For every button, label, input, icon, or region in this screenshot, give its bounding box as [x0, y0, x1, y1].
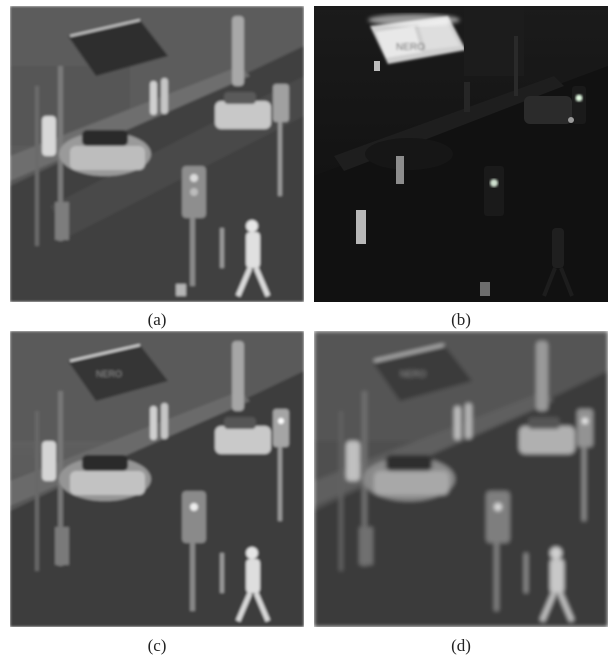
svg-text:NERO: NERO — [400, 369, 426, 379]
panel-b-image: NERO — [314, 6, 608, 302]
caption-d: (d) — [451, 636, 471, 655]
caption-b: (b) — [451, 310, 471, 329]
panel-c-image: NERO — [10, 331, 304, 627]
fused-scene-c: NERO — [10, 331, 304, 627]
svg-text:NERO: NERO — [396, 42, 425, 53]
visible-scene: NERO — [314, 6, 608, 302]
thermal-scene — [10, 6, 304, 302]
caption-c: (c) — [147, 636, 167, 655]
fused-scene-d: NERO — [314, 331, 608, 627]
panel-a-image — [10, 6, 304, 302]
svg-text:NERO: NERO — [96, 369, 122, 379]
panel-d-image: NERO — [314, 331, 608, 627]
caption-a: (a) — [147, 310, 167, 329]
